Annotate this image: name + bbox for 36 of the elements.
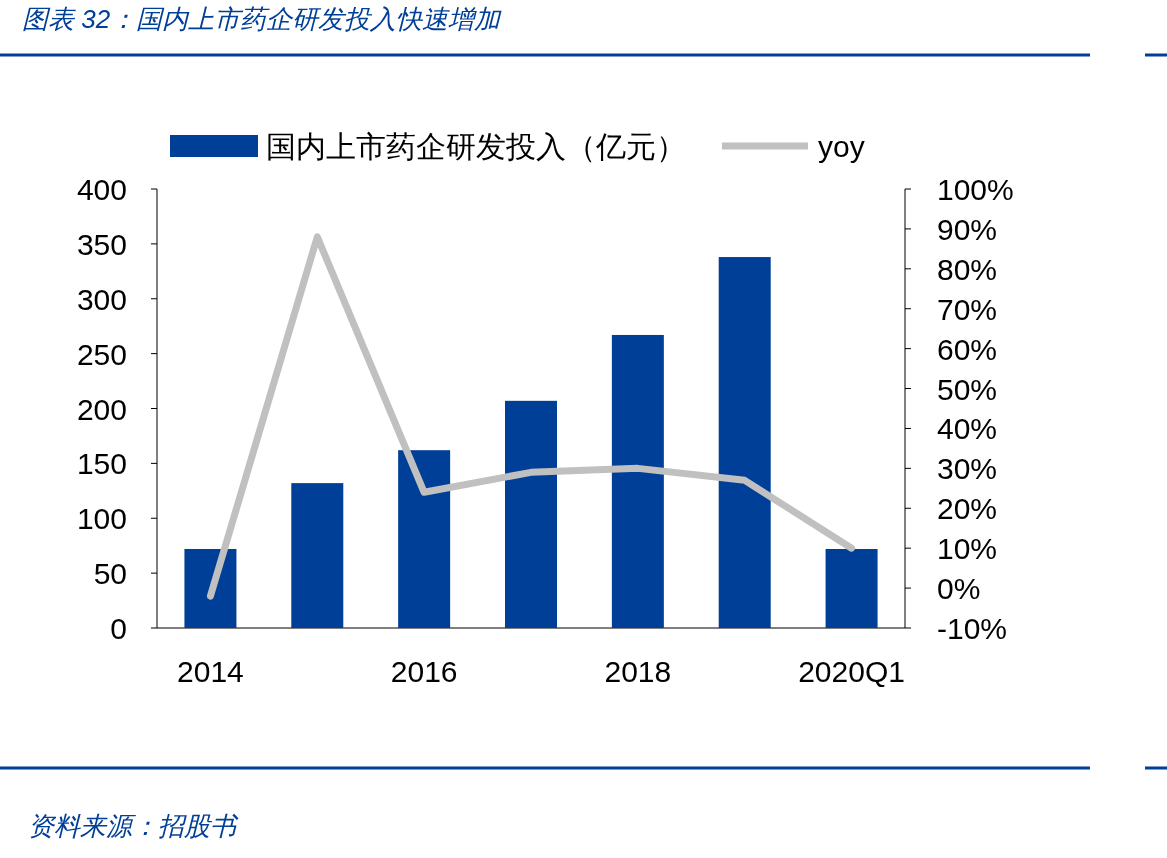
chart-title: 图表 32：国内上市药企研发投入快速增加 bbox=[22, 4, 503, 34]
y2-tick-label: 40% bbox=[937, 412, 998, 446]
bar bbox=[505, 400, 557, 628]
y-tick-label: 150 bbox=[76, 447, 127, 481]
x-tick-label: 2016 bbox=[390, 655, 458, 688]
bar bbox=[718, 257, 771, 628]
y-tick-label: 50 bbox=[93, 557, 127, 591]
y2-tick-label: 0% bbox=[937, 572, 981, 606]
y2-tick-label: -10% bbox=[937, 612, 1008, 645]
x-tick-label: 2018 bbox=[604, 655, 672, 688]
y-tick-label: 350 bbox=[76, 227, 127, 261]
text: 资料来源：招股书 bbox=[28, 811, 239, 841]
bar bbox=[611, 334, 664, 628]
bar bbox=[825, 548, 878, 628]
bar bbox=[398, 450, 451, 628]
legend-label: 国内上市药企研发投入（亿元） bbox=[266, 130, 686, 163]
y2-tick-label: 30% bbox=[937, 452, 998, 486]
y2-tick-label: 60% bbox=[937, 332, 998, 366]
x-tick-label: 2014 bbox=[177, 655, 244, 688]
y-tick-label: 250 bbox=[76, 337, 127, 371]
legend-label: yoy bbox=[818, 130, 865, 163]
y2-tick-label: 80% bbox=[937, 252, 998, 286]
y-tick-label: 200 bbox=[76, 392, 127, 426]
y2-tick-label: 20% bbox=[937, 492, 998, 526]
y-tick-label: 400 bbox=[76, 173, 127, 206]
bar bbox=[184, 548, 237, 628]
y-tick-label: 100 bbox=[76, 502, 127, 536]
y2-tick-label: 50% bbox=[937, 372, 998, 406]
x-tick-label: 2020Q1 bbox=[798, 655, 905, 688]
y-tick-label: 0 bbox=[110, 612, 127, 645]
y2-tick-label: 100% bbox=[937, 173, 1014, 206]
y2-tick-label: 70% bbox=[937, 292, 998, 326]
bar bbox=[291, 483, 344, 628]
y-tick-label: 300 bbox=[76, 282, 127, 316]
y2-tick-label: 90% bbox=[937, 212, 998, 246]
y2-tick-label: 10% bbox=[937, 532, 998, 566]
